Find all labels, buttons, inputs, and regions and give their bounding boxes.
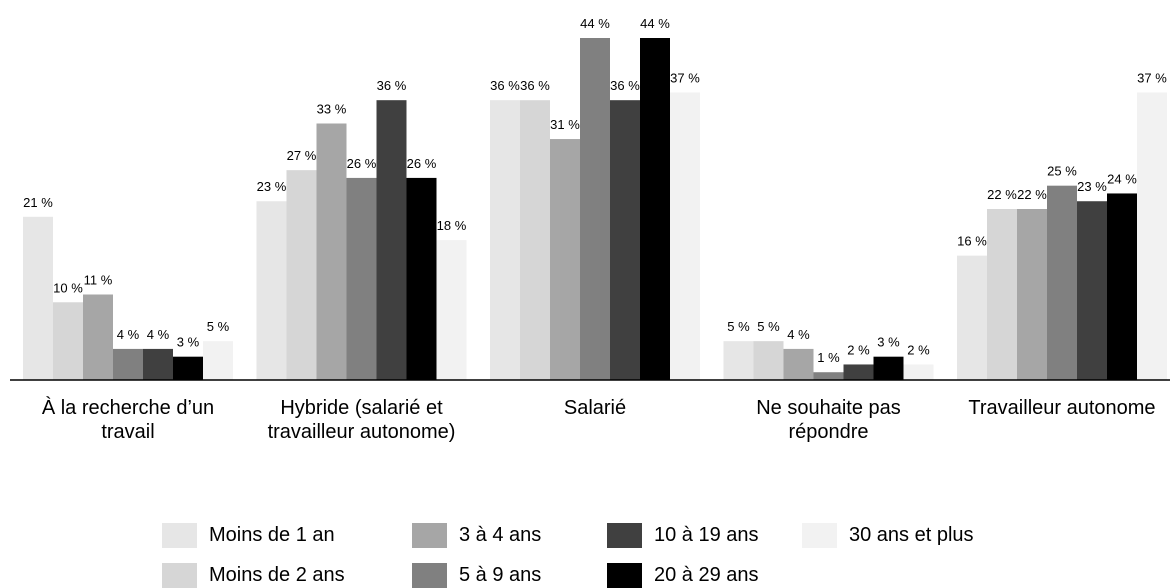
legend-item: 20 à 29 ans xyxy=(607,562,759,588)
legend-label: 3 à 4 ans xyxy=(459,523,542,546)
value-label: 5 % xyxy=(207,319,230,334)
bar xyxy=(113,348,143,380)
value-label: 23 % xyxy=(1077,179,1107,194)
value-label: 21 % xyxy=(23,195,53,210)
bar xyxy=(316,123,347,380)
bar xyxy=(580,38,610,380)
bar xyxy=(843,364,874,380)
bar xyxy=(83,294,113,380)
bar xyxy=(987,209,1017,380)
bar xyxy=(640,38,670,380)
value-label: 37 % xyxy=(1137,70,1167,85)
x-tick-label: Travailleur autonome xyxy=(968,397,1156,419)
bar xyxy=(520,100,550,380)
bar xyxy=(346,177,377,380)
value-label: 23 % xyxy=(257,179,287,194)
legend-swatch xyxy=(412,562,447,588)
bar xyxy=(957,255,987,380)
bar xyxy=(1077,201,1107,380)
bar xyxy=(550,139,580,380)
value-label: 33 % xyxy=(317,102,347,117)
bar xyxy=(256,201,287,380)
legend-item: 30 ans et plus xyxy=(802,522,974,548)
x-tick-label: Salarié xyxy=(563,397,627,419)
value-label: 24 % xyxy=(1107,171,1137,186)
bar xyxy=(813,372,844,380)
value-label: 18 % xyxy=(437,218,467,233)
legend-item: Moins de 2 ans xyxy=(162,562,345,588)
legend-label: 5 à 9 ans xyxy=(459,563,542,586)
bar xyxy=(490,100,520,380)
value-label: 5 % xyxy=(727,319,750,334)
legend-swatch xyxy=(607,562,642,588)
value-label: 37 % xyxy=(670,70,700,85)
value-label: 26 % xyxy=(347,156,377,171)
value-label: 3 % xyxy=(177,335,200,350)
value-label: 26 % xyxy=(407,156,437,171)
value-label: 22 % xyxy=(987,187,1017,202)
bar xyxy=(723,341,754,380)
value-label: 36 % xyxy=(610,78,640,93)
bar xyxy=(610,100,640,380)
bar xyxy=(376,100,407,380)
legend-item: 5 à 9 ans xyxy=(412,562,541,588)
bar xyxy=(873,356,904,380)
value-label: 4 % xyxy=(787,327,810,342)
bar xyxy=(1137,92,1167,380)
bar xyxy=(753,341,784,380)
value-label: 2 % xyxy=(907,342,930,357)
value-label: 10 % xyxy=(53,280,83,295)
legend-swatch xyxy=(162,562,197,588)
value-label: 36 % xyxy=(377,78,407,93)
legend-swatch xyxy=(162,522,197,548)
legend-label: 30 ans et plus xyxy=(849,523,974,546)
legend-label: 10 à 19 ans xyxy=(654,523,759,546)
value-label: 2 % xyxy=(847,342,870,357)
bar xyxy=(670,92,700,380)
value-label: 3 % xyxy=(877,335,900,350)
bar xyxy=(286,170,317,380)
bar xyxy=(406,177,437,380)
legend-label: 20 à 29 ans xyxy=(654,563,759,586)
legend-swatch xyxy=(802,522,837,548)
value-label: 4 % xyxy=(147,327,170,342)
value-label: 31 % xyxy=(550,117,580,132)
legend-swatch xyxy=(412,522,447,548)
value-label: 25 % xyxy=(1047,164,1077,179)
value-label: 36 % xyxy=(490,78,520,93)
bar xyxy=(436,240,467,380)
x-tick-label: Ne souhaite pas répondre xyxy=(756,397,901,443)
legend-item: 3 à 4 ans xyxy=(412,522,541,548)
x-tick-label: À la recherche d’un travail xyxy=(41,397,215,443)
value-label: 1 % xyxy=(817,350,840,365)
value-label: 4 % xyxy=(117,327,140,342)
x-tick-label: Hybride (salarié et travailleur autonome… xyxy=(267,397,456,443)
bar xyxy=(143,348,173,380)
value-label: 36 % xyxy=(520,78,550,93)
bar xyxy=(173,356,203,380)
value-label: 16 % xyxy=(957,234,987,249)
legend-item: 10 à 19 ans xyxy=(607,522,759,548)
value-label: 44 % xyxy=(580,16,610,31)
legend-label: Moins de 1 an xyxy=(209,523,335,546)
bar xyxy=(23,216,53,380)
bar xyxy=(903,364,934,380)
legend-swatch xyxy=(607,522,642,548)
value-label: 44 % xyxy=(640,16,670,31)
value-label: 22 % xyxy=(1017,187,1047,202)
legend-item: Moins de 1 an xyxy=(162,522,335,548)
legend-label: Moins de 2 ans xyxy=(209,563,345,586)
bar xyxy=(1107,193,1137,380)
value-label: 11 % xyxy=(84,273,113,288)
bar xyxy=(53,302,83,380)
value-label: 5 % xyxy=(757,319,780,334)
bar xyxy=(1017,209,1047,380)
value-label: 27 % xyxy=(287,148,317,163)
bar xyxy=(783,348,814,380)
bar xyxy=(1047,185,1077,380)
bar xyxy=(203,341,233,380)
